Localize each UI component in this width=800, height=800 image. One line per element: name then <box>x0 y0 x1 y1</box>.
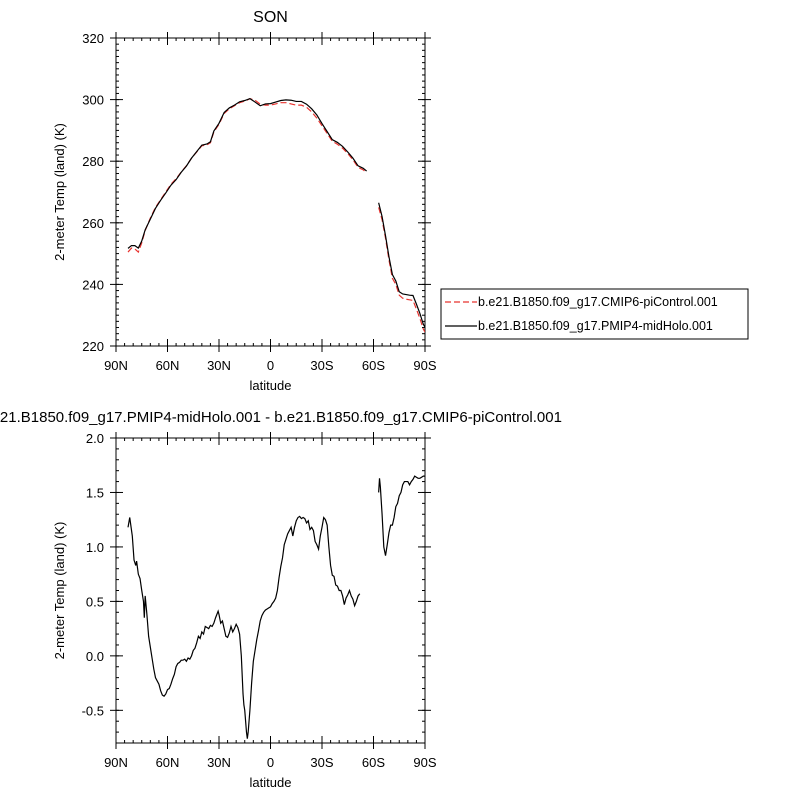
legend-label: b.e21.B1850.f09_g17.CMIP6-piControl.001 <box>478 295 718 309</box>
y-tick-label: 260 <box>82 216 104 231</box>
legend-box <box>440 288 749 340</box>
y-tick-label: 0.5 <box>86 594 104 609</box>
series-line-2-segment-2 <box>378 202 425 328</box>
x-tick-label: 30N <box>207 358 231 373</box>
y-tick-label: 300 <box>82 93 104 108</box>
series-line-1-segment-2 <box>378 207 425 333</box>
x-axis-label: latitude <box>250 378 292 393</box>
x-tick-label: 60S <box>362 358 385 373</box>
y-axis-label: 2-meter Temp (land) (K) <box>52 522 67 660</box>
y-tick-label: 320 <box>82 31 104 46</box>
x-axis-label: latitude <box>250 775 292 790</box>
series-line-1-segment-1 <box>127 98 368 254</box>
x-tick-label: 30S <box>310 755 333 770</box>
x-tick-label: 0 <box>267 358 274 373</box>
chart-title: SON <box>253 9 288 26</box>
x-tick-label: 0 <box>267 755 274 770</box>
y-tick-label: 1.0 <box>86 540 104 555</box>
y-axis-label: 2-meter Temp (land) (K) <box>52 123 67 261</box>
plot-frame <box>115 37 426 347</box>
series-line-1-segment-2 <box>378 475 425 556</box>
x-tick-label: 90N <box>104 358 128 373</box>
y-tick-label: 2.0 <box>86 431 104 446</box>
y-tick-label: 240 <box>82 277 104 292</box>
x-tick-label: 30S <box>310 358 333 373</box>
x-tick-label: 30N <box>207 755 231 770</box>
x-tick-label: 90S <box>413 358 436 373</box>
series-line-1-segment-1 <box>127 515 361 739</box>
legend: b.e21.B1850.f09_g17.CMIP6-piControl.001b… <box>440 288 749 340</box>
y-tick-label: 0.0 <box>86 649 104 664</box>
chart-panel-1: 90N 60N 30N 0 30S 60S 90S 220 240 260 280 300 320 lat… <box>52 9 749 393</box>
x-tick-label: 90N <box>104 755 128 770</box>
series-line-2-segment-1 <box>127 98 368 249</box>
y-tick-label: 1.5 <box>86 485 104 500</box>
chart-panel-2: 90N 60N 30N 0 30S 60S 90S -0.5 0.0 0.5 1.0 1.5 2.0 la… <box>0 409 562 790</box>
legend-label: b.e21.B1850.f09_g17.PMIP4-midHolo.001 <box>478 319 713 333</box>
x-tick-label: 60S <box>362 755 385 770</box>
x-tick-label: 60N <box>156 755 180 770</box>
x-tick-label: 60N <box>156 358 180 373</box>
y-tick-label: -0.5 <box>82 703 104 718</box>
chart-title: b.e21.B1850.f09_g17.PMIP4-midHolo.001 - … <box>0 409 562 426</box>
y-tick-label: 220 <box>82 339 104 354</box>
y-tick-label: 280 <box>82 154 104 169</box>
x-tick-label: 90S <box>413 755 436 770</box>
